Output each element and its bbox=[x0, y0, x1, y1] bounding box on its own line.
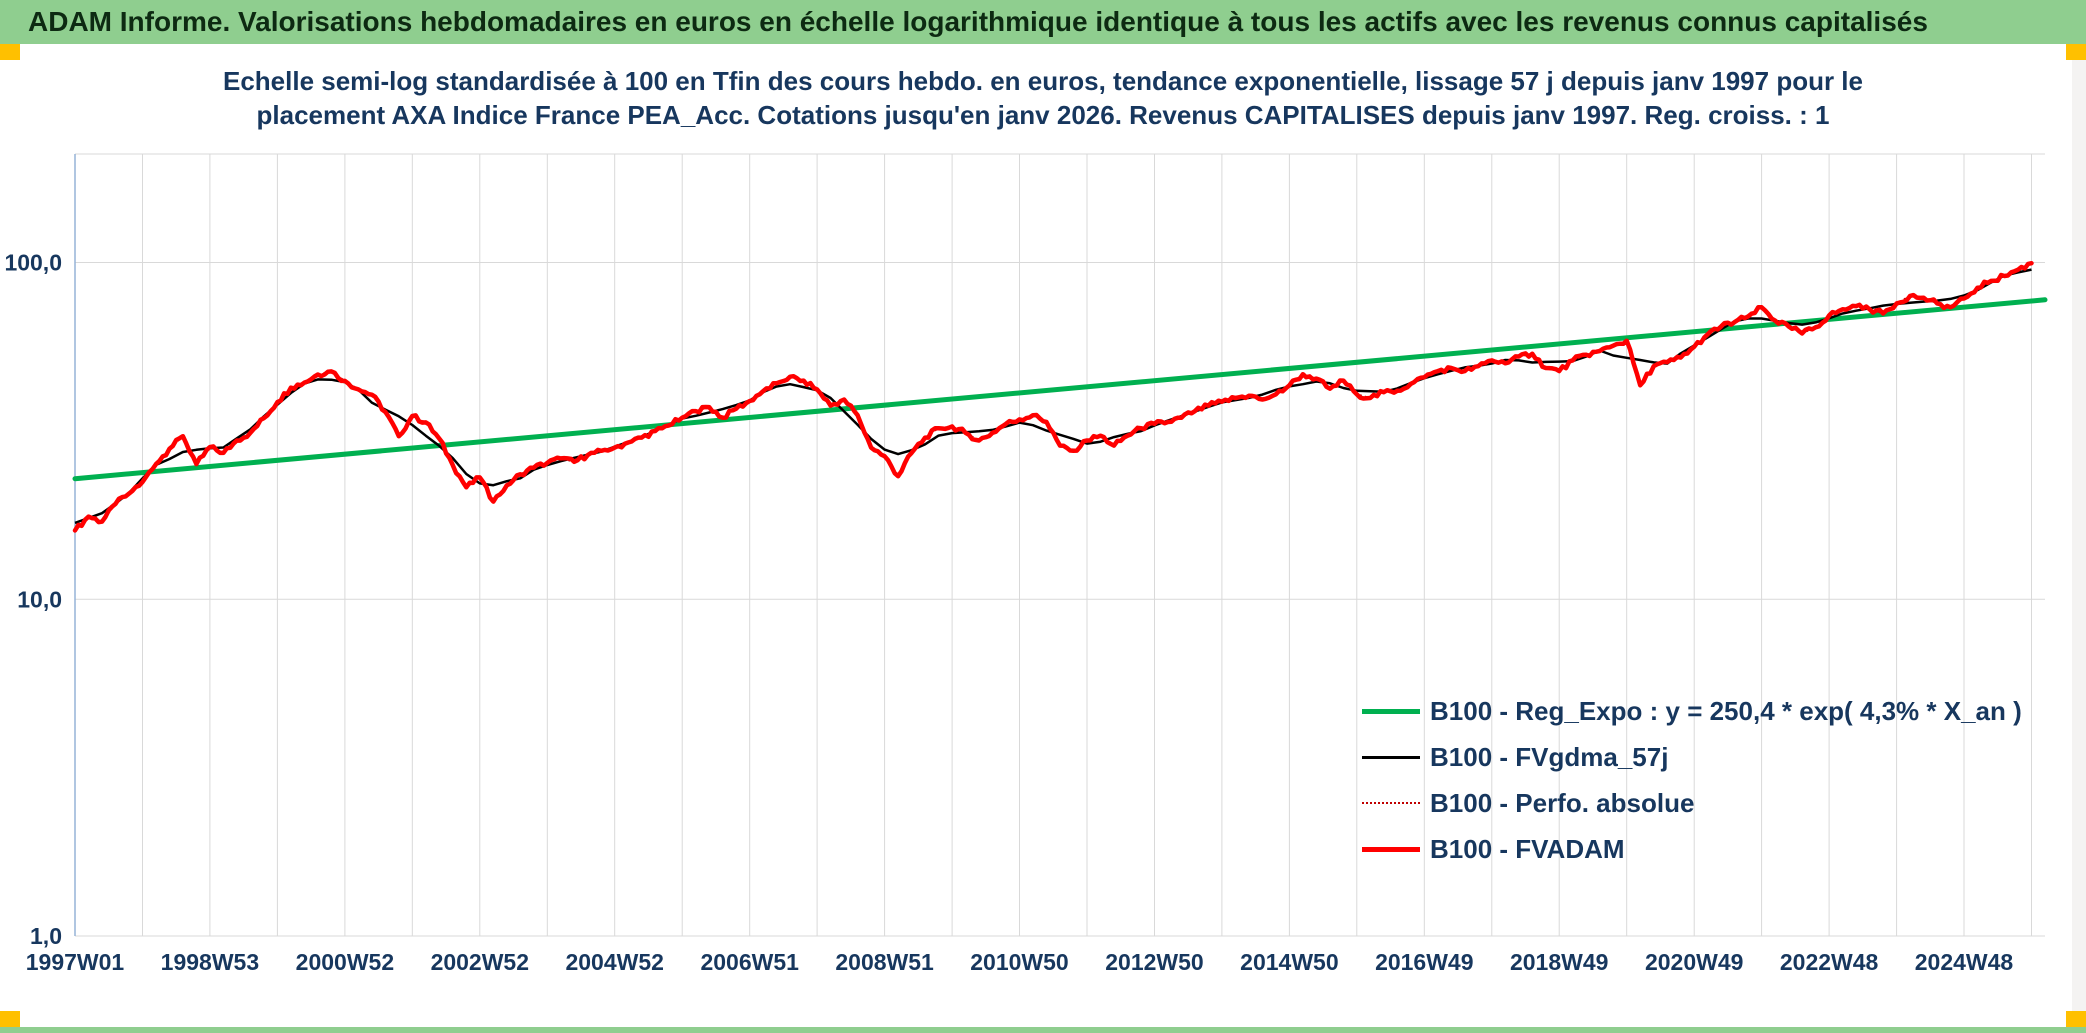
legend-line-sample bbox=[1362, 846, 1420, 852]
svg-text:2000W52: 2000W52 bbox=[296, 949, 394, 975]
legend-item: B100 - Reg_Expo : y = 250,4 * exp( 4,3% … bbox=[1362, 688, 2022, 734]
legend-item: B100 - FVADAM bbox=[1362, 826, 2022, 872]
accent-square-bottom-right bbox=[2066, 1011, 2086, 1027]
svg-text:2016W49: 2016W49 bbox=[1375, 949, 1473, 975]
legend-line-sample bbox=[1362, 802, 1420, 804]
svg-text:1997W01: 1997W01 bbox=[26, 949, 125, 975]
svg-text:2002W52: 2002W52 bbox=[431, 949, 529, 975]
svg-text:2008W51: 2008W51 bbox=[835, 949, 934, 975]
accent-square-top-left bbox=[0, 44, 20, 60]
header-title: ADAM Informe. Valorisations hebdomadaire… bbox=[28, 6, 1928, 37]
svg-text:2006W51: 2006W51 bbox=[700, 949, 799, 975]
right-margin-strip bbox=[2072, 60, 2086, 1011]
legend-item: B100 - FVgdma_57j bbox=[1362, 734, 2022, 780]
chart-title-line2: placement AXA Indice France PEA_Acc. Cot… bbox=[256, 100, 1830, 130]
chart-title-line1: Echelle semi-log standardisée à 100 en T… bbox=[222, 66, 1863, 96]
bottom-accent-bar bbox=[0, 1027, 2086, 1033]
legend-item-label: B100 - Perfo. absolue bbox=[1430, 787, 1695, 818]
svg-text:2020W49: 2020W49 bbox=[1645, 949, 1743, 975]
legend-item-label: B100 - Reg_Expo : y = 250,4 * exp( 4,3% … bbox=[1430, 695, 2022, 726]
svg-text:1,0: 1,0 bbox=[30, 923, 62, 949]
legend-item-label: B100 - FVADAM bbox=[1430, 833, 1625, 864]
svg-text:2004W52: 2004W52 bbox=[565, 949, 663, 975]
svg-text:2022W48: 2022W48 bbox=[1780, 949, 1879, 975]
svg-text:2014W50: 2014W50 bbox=[1240, 949, 1338, 975]
svg-text:2012W50: 2012W50 bbox=[1105, 949, 1203, 975]
legend-item-label: B100 - FVgdma_57j bbox=[1430, 741, 1669, 772]
svg-text:2018W49: 2018W49 bbox=[1510, 949, 1608, 975]
svg-text:100,0: 100,0 bbox=[4, 250, 62, 276]
accent-square-bottom-left bbox=[0, 1011, 20, 1027]
legend-item: B100 - Perfo. absolue bbox=[1362, 780, 2022, 826]
svg-text:1998W53: 1998W53 bbox=[161, 949, 259, 975]
header-bar: ADAM Informe. Valorisations hebdomadaire… bbox=[0, 0, 2086, 44]
svg-text:2024W48: 2024W48 bbox=[1915, 949, 2014, 975]
svg-text:2010W50: 2010W50 bbox=[970, 949, 1068, 975]
legend-line-sample bbox=[1362, 755, 1420, 759]
legend-line-sample bbox=[1362, 708, 1420, 714]
svg-text:10,0: 10,0 bbox=[17, 586, 62, 612]
chart-legend: B100 - Reg_Expo : y = 250,4 * exp( 4,3% … bbox=[1362, 688, 2022, 872]
accent-square-top-right bbox=[2066, 44, 2086, 60]
